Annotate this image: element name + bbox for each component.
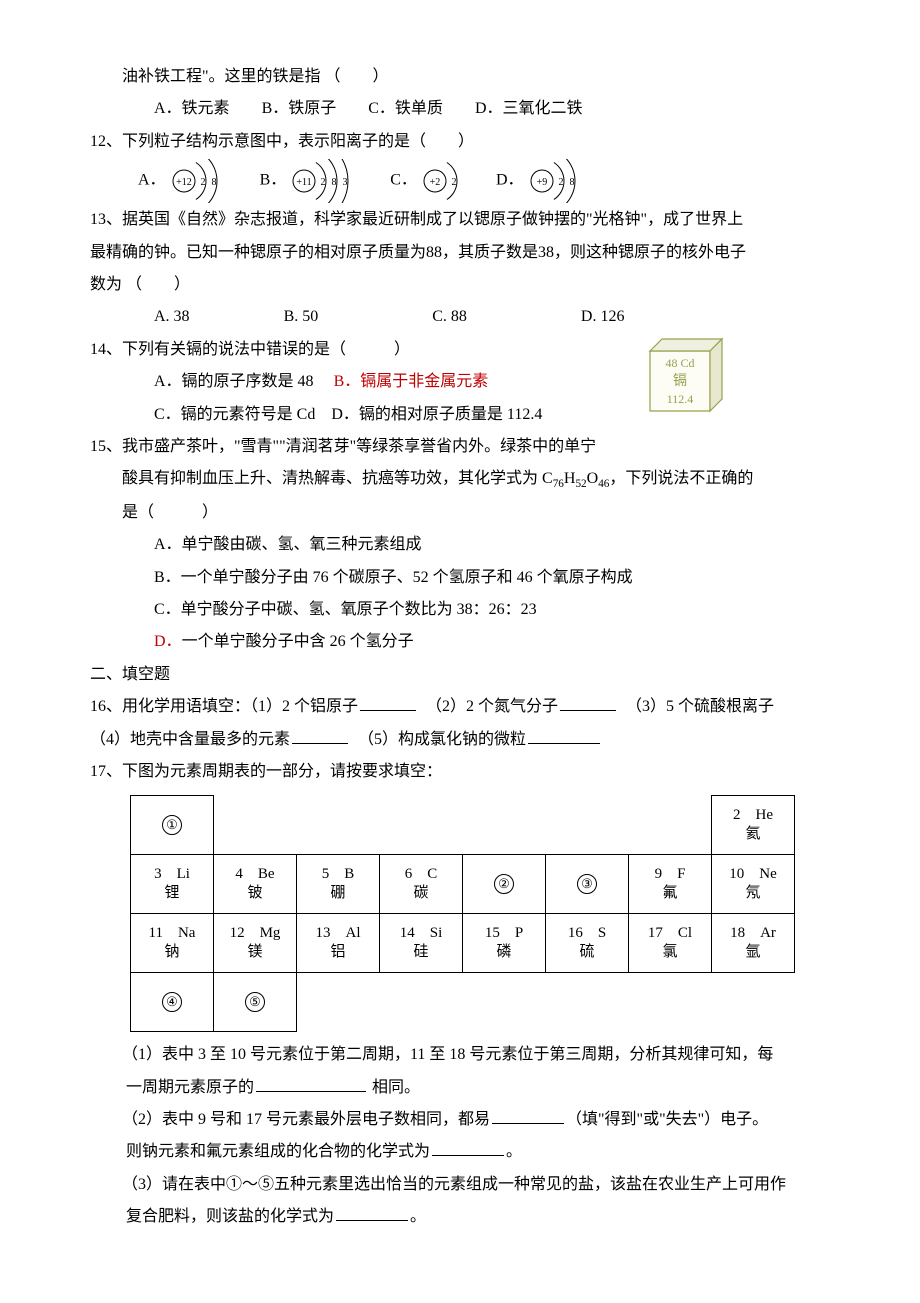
svg-text:3: 3: [343, 177, 348, 188]
q17-p1b-post: 相同。: [368, 1079, 420, 1096]
q11-options: A．铁元素 B．铁原子 C．铁单质 D．三氧化二铁: [90, 94, 830, 124]
q17-p2b-post: 。: [506, 1143, 522, 1160]
blank[interactable]: [560, 693, 616, 712]
q16-line1: 16、用化学用语填空：（1）2 个铝原子 （2）2 个氮气分子 （3）5 个硫酸…: [90, 692, 830, 722]
q15-opt-c: C．单宁酸分子中碳、氢、氧原子个数比为 38：26：23: [90, 595, 830, 625]
q12-opt-c-label: C．: [390, 172, 417, 189]
q15-mid2: O: [587, 470, 599, 487]
q17-p2b: 则钠元素和氟元素组成的化合物的化学式为 。: [90, 1137, 830, 1167]
q17-p2a-post: （填"得到"或"失去"）电子。: [566, 1111, 768, 1128]
q17-p2a-pre: （2）表中 9 号和 17 号元素最外层电子数相同，都易: [122, 1111, 490, 1128]
q14-opt-c: C．镉的元素符号是 Cd: [154, 406, 315, 423]
q11-opt-a: A．铁元素: [154, 94, 230, 124]
q11-stem: 油补铁工程"。这里的铁是指 （ ）: [90, 62, 830, 92]
q17-p1a: （1）表中 3 至 10 号元素位于第二周期，11 至 18 号元素位于第三周期…: [90, 1040, 830, 1070]
svg-text:2: 2: [200, 177, 205, 188]
svg-text:镉: 镉: [673, 373, 687, 389]
q17-stem: 17、下图为元素周期表的一部分，请按要求填空：: [90, 757, 830, 787]
q13-stem-2: 最精确的钟。已知一种锶原子的相对原子质量为88，其质子数是38，则这种锶原子的核…: [90, 238, 830, 268]
svg-text:2: 2: [451, 177, 456, 188]
svg-text:8: 8: [569, 177, 574, 188]
q15-opt-d: D．一个单宁酸分子中含 26 个氢分子: [90, 627, 830, 657]
q15-mid1: H: [564, 470, 576, 487]
svg-text:8: 8: [211, 177, 216, 188]
svg-text:+12: +12: [176, 177, 192, 188]
q16-l1a: 16、用化学用语填空：（1）2 个铝原子: [90, 698, 358, 715]
periodic-table-fragment: ①2 He氦3 Li锂4 Be铍5 B硼6 C碳②③9 F氟10 Ne氖11 N…: [130, 795, 795, 1032]
q15-sub1: 76: [553, 478, 564, 490]
blank[interactable]: [256, 1073, 366, 1092]
atom-diagram-d: +9 28: [528, 159, 598, 203]
q13-stem-1: 13、据英国《自然》杂志报道，科学家最近研制成了以锶原子做钟摆的"光格钟"，成了…: [90, 205, 830, 235]
q15-l2-post: ，下列说法不正确的: [609, 470, 753, 487]
blank[interactable]: [292, 725, 348, 744]
svg-text:+2: +2: [430, 177, 441, 188]
q13-stem-3: 数为 （ ）: [90, 270, 830, 300]
svg-text:8: 8: [332, 177, 337, 188]
q17-p3a: （3）请在表中①～⑤五种元素里选出恰当的元素组成一种常见的盐，该盐在农业生产上可…: [90, 1170, 830, 1200]
q17-p2a: （2）表中 9 号和 17 号元素最外层电子数相同，都易 （填"得到"或"失去"）…: [90, 1105, 830, 1135]
q17-p3b-post: 。: [410, 1208, 426, 1225]
q15-opt-d-label: D．: [154, 633, 182, 650]
q13-opt-d: D. 126: [581, 302, 625, 332]
blank[interactable]: [360, 693, 416, 712]
q13-opt-a: A. 38: [154, 302, 190, 332]
q14-opt-a: A．镉的原子序数是 48: [154, 373, 314, 390]
q12-options: A． +1228 B． +11283 C． +22 D． +928: [90, 159, 830, 203]
atom-diagram-c: +2 2: [421, 159, 476, 203]
q17-p1b-pre: 一周期元素原子的: [126, 1079, 254, 1096]
q12-opt-d-label: D．: [496, 172, 524, 189]
q15-opt-a: A．单宁酸由碳、氢、氧三种元素组成: [90, 530, 830, 560]
q15-line1: 15、我市盛产茶叶，"雪青""清润茗芽"等绿茶享誉省内外。绿茶中的单宁: [90, 432, 830, 462]
q15-l2-pre: 酸具有抑制血压上升、清热解毒、抗癌等功效，其化学式为 C: [122, 470, 553, 487]
q17-p3b-pre: 复合肥料，则该盐的化学式为: [126, 1208, 334, 1225]
atom-diagram-a: +12 28: [170, 159, 240, 203]
q16-l2b: （5）构成氯化钠的微粒: [358, 731, 526, 748]
svg-text:2: 2: [321, 177, 326, 188]
q17-p1b: 一周期元素原子的 相同。: [90, 1073, 830, 1103]
q14-opt-b: B．镉属于非金属元素: [334, 373, 489, 390]
svg-text:112.4: 112.4: [667, 392, 694, 406]
q15-opt-b: B．一个单宁酸分子由 76 个碳原子、52 个氢原子和 46 个氧原子构成: [90, 563, 830, 593]
svg-text:+9: +9: [536, 177, 547, 188]
q14-opt-d: D．镉的相对原子质量是 112.4: [331, 406, 542, 423]
q16-l1c: （3）5 个硫酸根离子: [626, 698, 774, 715]
section-2-title: 二、填空题: [90, 660, 830, 690]
q11-opt-c: C．铁单质: [368, 94, 443, 124]
q12-opt-b-label: B．: [260, 172, 287, 189]
blank[interactable]: [336, 1203, 408, 1222]
q15-sub2: 52: [575, 478, 586, 490]
q13-opt-b: B. 50: [284, 302, 319, 332]
svg-text:2: 2: [558, 177, 563, 188]
q12-opt-a-label: A．: [138, 172, 166, 189]
blank[interactable]: [432, 1138, 504, 1157]
atom-diagram-b: +11 283: [290, 159, 370, 203]
q17-p3b: 复合肥料，则该盐的化学式为 。: [90, 1202, 830, 1232]
q15-line2: 酸具有抑制血压上升、清热解毒、抗癌等功效，其化学式为 C76H52O46，下列说…: [90, 464, 830, 495]
q16-line2: （4）地壳中含量最多的元素 （5）构成氯化钠的微粒: [90, 725, 830, 755]
blank[interactable]: [528, 725, 600, 744]
q11-opt-d: D．三氧化二铁: [475, 94, 583, 124]
svg-text:+11: +11: [297, 177, 312, 188]
q16-l2a: （4）地壳中含量最多的元素: [90, 731, 290, 748]
q15-opt-d-text: 一个单宁酸分子中含 26 个氢分子: [182, 633, 414, 650]
q15-line3: 是（ ）: [90, 498, 830, 528]
q13-opt-c: C. 88: [432, 302, 467, 332]
q15-sub3: 46: [598, 478, 609, 490]
q16-l1b: （2）2 个氮气分子: [426, 698, 558, 715]
cadmium-element-box: 48 Cd 镉 112.4: [640, 329, 730, 419]
q12-stem: 12、下列粒子结构示意图中，表示阳离子的是（ ）: [90, 127, 830, 157]
q17-p2b-pre: 则钠元素和氟元素组成的化合物的化学式为: [126, 1143, 430, 1160]
q11-opt-b: B．铁原子: [262, 94, 337, 124]
blank[interactable]: [492, 1105, 564, 1124]
svg-text:48 Cd: 48 Cd: [665, 356, 694, 370]
